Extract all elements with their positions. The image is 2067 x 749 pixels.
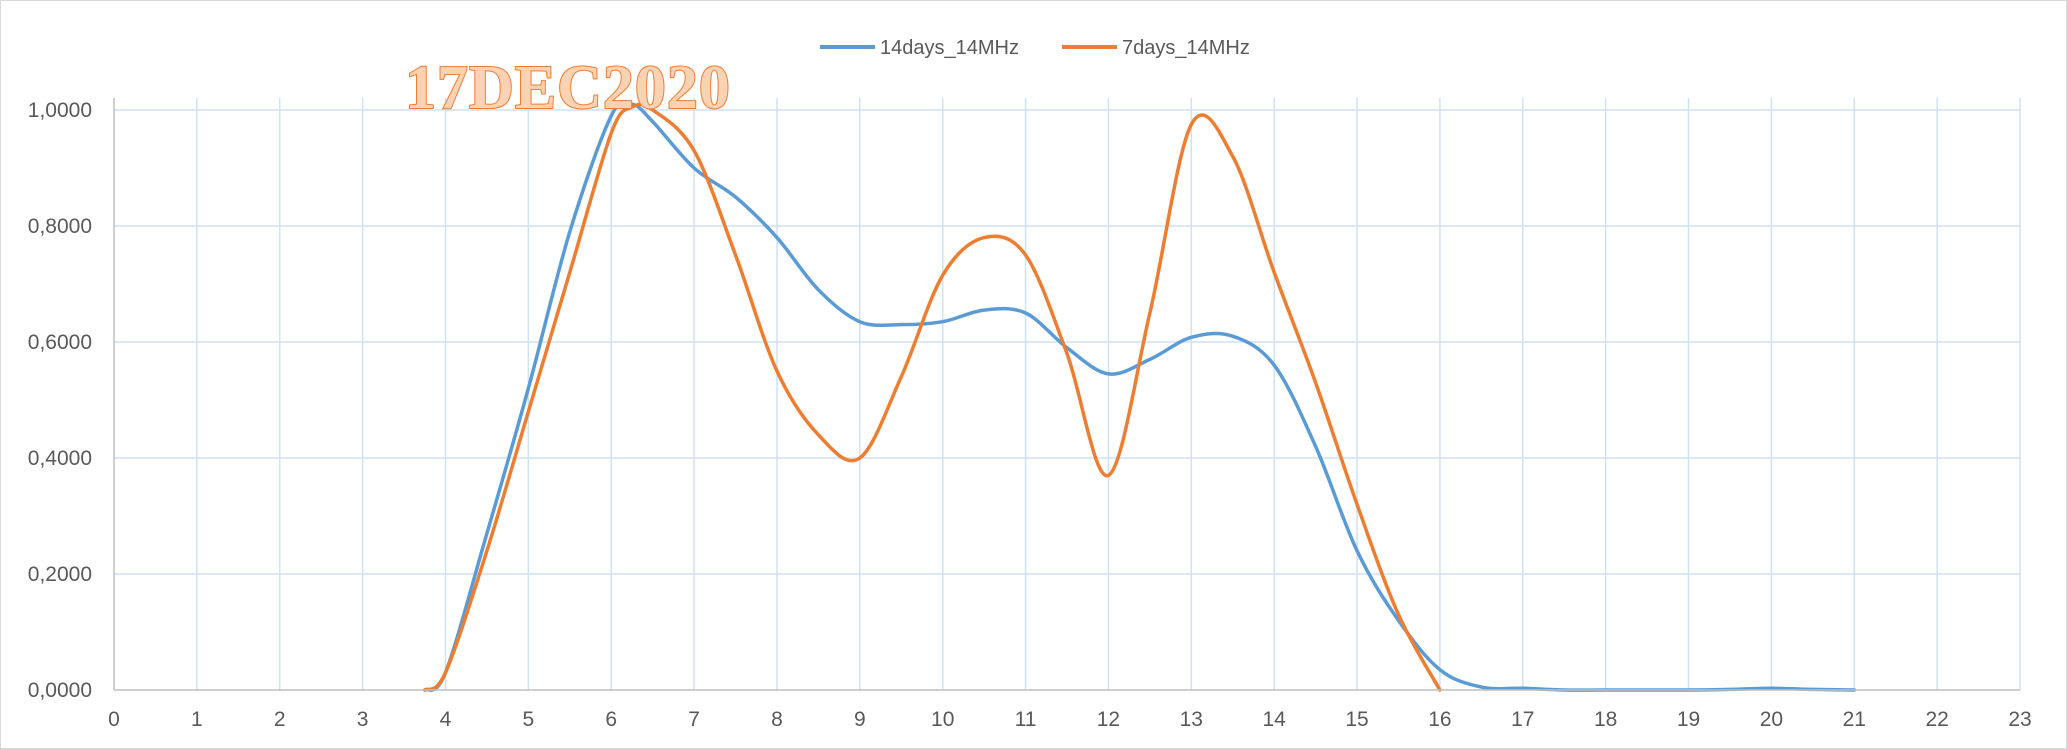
legend: 14days_14MHz 7days_14MHz	[820, 37, 1250, 59]
series-line-1	[423, 99, 1857, 692]
gridlines	[114, 98, 2021, 690]
x-tick-label: 3	[357, 708, 369, 731]
x-tick-label: 2	[274, 708, 286, 731]
x-tick-label: 16	[1428, 708, 1451, 731]
x-tick-label: 20	[1760, 708, 1783, 731]
x-tick-label: 12	[1097, 708, 1120, 731]
x-tick-label: 17	[1511, 708, 1534, 731]
x-tick-label: 6	[605, 708, 617, 731]
series-lines	[423, 99, 1857, 692]
x-tick-label: 21	[1843, 708, 1866, 731]
y-tick-label: 1,0000	[28, 99, 92, 122]
y-tick-label: 0,8000	[28, 215, 92, 238]
legend-label: 7days_14MHz	[1122, 37, 1250, 59]
legend-label: 14days_14MHz	[880, 37, 1019, 59]
x-tick-label: 9	[854, 708, 866, 731]
x-tick-label: 10	[931, 708, 954, 731]
y-tick-label: 0,4000	[28, 447, 92, 470]
x-tick-label: 13	[1180, 708, 1203, 731]
x-tick-label: 4	[440, 708, 452, 731]
x-tick-label: 23	[2008, 708, 2031, 731]
x-tick-label: 14	[1262, 708, 1286, 731]
y-tick-label: 0,6000	[28, 331, 92, 354]
x-tick-label: 7	[688, 708, 700, 731]
y-tick-label: 0,0000	[28, 679, 92, 702]
x-tick-label: 19	[1677, 708, 1700, 731]
x-tick-label: 18	[1594, 708, 1617, 731]
x-tick-label: 1	[191, 708, 203, 731]
series-line-2	[423, 102, 1442, 692]
x-tick-label: 8	[771, 708, 783, 731]
x-tick-label: 15	[1345, 708, 1368, 731]
x-tick-label: 22	[1925, 708, 1948, 731]
x-tick-label: 11	[1015, 708, 1037, 731]
y-tick-label: 0,2000	[28, 563, 92, 586]
x-tick-label: 0	[108, 708, 120, 731]
x-tick-label: 5	[523, 708, 535, 731]
date-annotation: 17DEC2020	[405, 54, 731, 122]
